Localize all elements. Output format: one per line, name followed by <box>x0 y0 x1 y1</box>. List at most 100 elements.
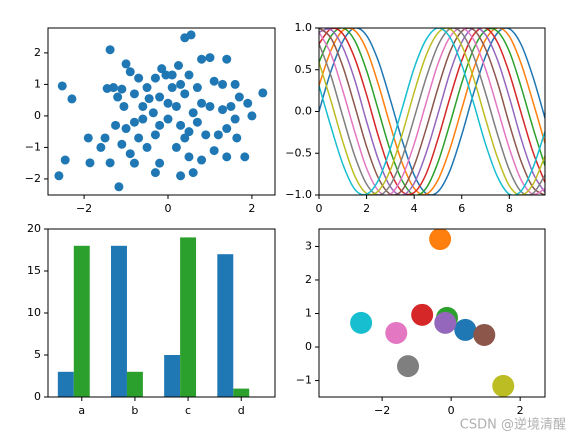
point <box>454 318 477 341</box>
y-tick-label: 0 <box>34 109 41 122</box>
subplot: −1 0 1 2 3 −2 0 2 <box>296 228 546 417</box>
x-tick-label: 2 <box>517 404 524 417</box>
point <box>57 81 67 91</box>
point <box>176 79 186 89</box>
point <box>114 182 124 192</box>
point <box>155 92 165 102</box>
point <box>434 311 457 334</box>
bar <box>233 388 250 397</box>
point <box>180 89 190 99</box>
x-tick-label: 8 <box>506 202 513 215</box>
watermark: CSDN @逆境清醒 <box>460 417 566 433</box>
point <box>163 98 173 108</box>
y-tick-label: 0.0 <box>295 105 313 118</box>
x-tick-label: b <box>131 404 138 417</box>
point <box>134 133 144 143</box>
point <box>148 108 158 118</box>
point <box>180 133 190 143</box>
point <box>188 108 198 118</box>
point <box>411 303 434 326</box>
point <box>222 124 232 134</box>
plot-area <box>350 229 515 397</box>
bar <box>57 371 74 397</box>
point <box>167 83 177 93</box>
point <box>121 59 131 69</box>
bar <box>164 355 181 397</box>
line <box>319 28 545 195</box>
point <box>54 171 64 181</box>
point <box>201 130 211 140</box>
point <box>111 120 121 130</box>
point <box>121 124 131 134</box>
point <box>218 79 228 89</box>
y-tick-label: 2 <box>34 46 41 59</box>
point <box>186 30 196 40</box>
point <box>385 321 408 344</box>
line <box>319 28 545 195</box>
point <box>473 323 496 346</box>
point <box>230 114 240 124</box>
line <box>319 28 545 195</box>
point <box>155 158 165 168</box>
point <box>125 149 135 159</box>
x-tick-label: 4 <box>411 202 418 215</box>
point <box>117 139 127 149</box>
point <box>125 67 135 77</box>
point <box>205 101 215 111</box>
axes-frame <box>47 27 276 196</box>
y-tick-label: 3 <box>305 239 312 252</box>
y-tick-label: 0.5 <box>295 63 313 76</box>
point <box>184 152 194 162</box>
point <box>134 73 144 83</box>
point <box>492 374 515 397</box>
subplot: −2 −1 0 1 2 −2 0 2 <box>25 27 276 215</box>
point <box>138 101 148 111</box>
point <box>155 120 165 130</box>
bar <box>217 254 234 397</box>
point <box>85 158 95 168</box>
y-tick-label: 5 <box>34 348 41 361</box>
axes-frame <box>318 228 546 398</box>
point <box>161 70 171 80</box>
y-tick-label: 0 <box>305 340 312 353</box>
line <box>319 28 545 195</box>
line <box>319 28 545 195</box>
point <box>105 45 115 55</box>
point <box>96 142 106 152</box>
y-tick-label: −2 <box>25 172 41 185</box>
point <box>138 114 148 124</box>
point <box>83 133 93 143</box>
point <box>243 98 253 108</box>
point <box>150 168 160 178</box>
point <box>197 155 207 165</box>
bar <box>73 245 90 397</box>
y-tick-label: 1 <box>305 307 312 320</box>
y-tick-label: −1.0 <box>285 188 312 201</box>
point <box>171 101 181 111</box>
point <box>213 130 223 140</box>
subplot: 0 5 10 15 20 a b c d <box>27 222 276 417</box>
point <box>197 54 207 64</box>
point <box>108 83 118 93</box>
point <box>209 76 219 86</box>
plot-area <box>57 237 250 397</box>
line <box>319 28 545 195</box>
point <box>226 101 236 111</box>
point <box>142 83 152 93</box>
point <box>188 168 198 178</box>
point <box>119 101 129 111</box>
x-tick-label: c <box>185 404 191 417</box>
line <box>319 28 545 195</box>
y-tick-label: 1.0 <box>295 21 313 34</box>
point <box>258 88 268 98</box>
line <box>319 28 545 195</box>
point <box>218 105 228 115</box>
y-tick-label: −1 <box>25 140 41 153</box>
plot-area <box>319 28 545 195</box>
x-tick-label: 0 <box>448 404 455 417</box>
point <box>234 92 244 102</box>
subplot: −1.0 −0.5 0.0 0.5 1.0 0 2 4 6 8 <box>285 21 546 215</box>
point <box>429 229 452 251</box>
point <box>171 142 181 152</box>
